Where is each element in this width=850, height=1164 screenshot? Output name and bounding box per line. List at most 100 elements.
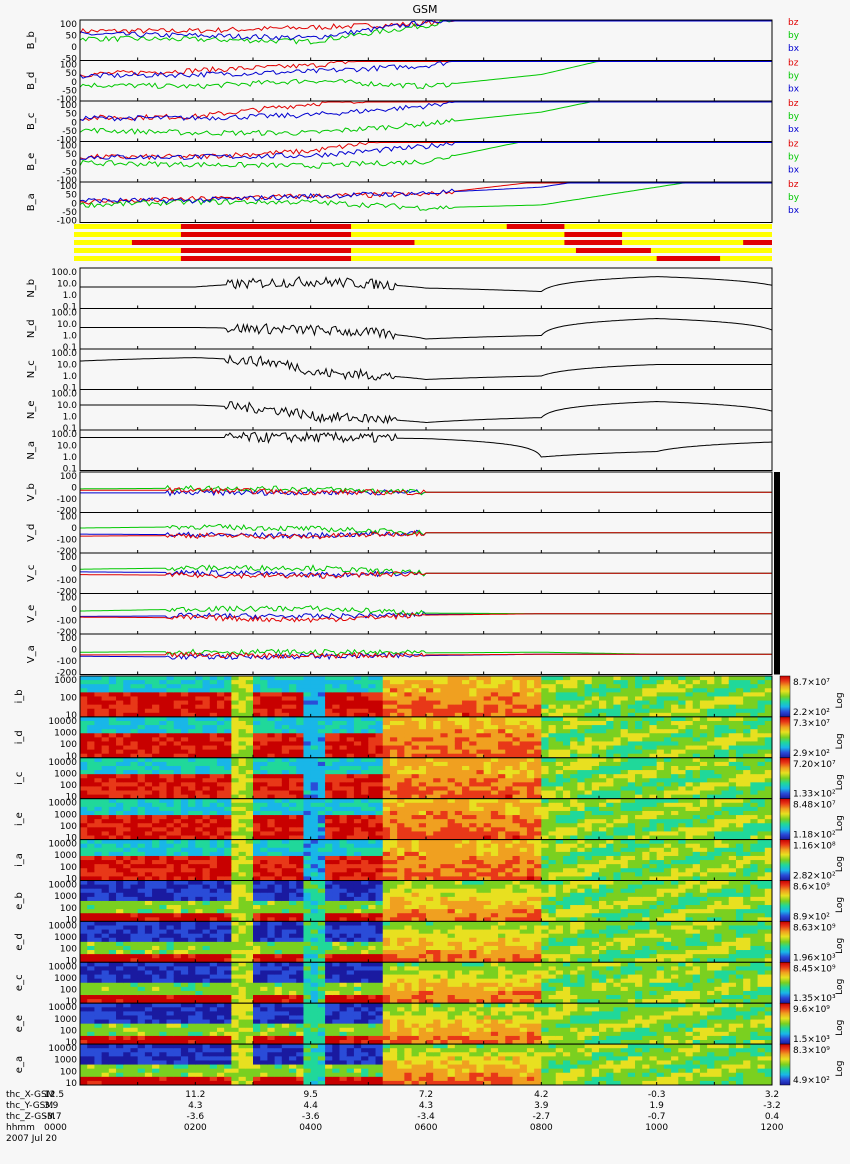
- spectrogram-cell: [116, 864, 124, 869]
- spectrogram-cell: [490, 872, 499, 877]
- spectrogram-cell: [152, 761, 160, 767]
- spectrogram-cell: [699, 810, 708, 816]
- mode-bar-burst: [131, 240, 415, 245]
- spectrogram-cell: [454, 716, 463, 722]
- spectrogram-cell: [606, 720, 614, 726]
- spectrogram-cell: [750, 700, 759, 706]
- spectrogram-cell: [526, 770, 535, 775]
- spectrogram-cell: [332, 831, 340, 837]
- spectrogram-cell: [707, 676, 715, 681]
- spectrogram-cell: [123, 835, 131, 841]
- spectrogram-cell: [303, 765, 312, 771]
- spectrogram-cell: [296, 872, 304, 877]
- spectrogram-cell: [743, 737, 751, 742]
- spectrogram-cell: [743, 794, 751, 800]
- spectrogram-cell: [317, 741, 326, 747]
- spectrogram-cell: [728, 810, 737, 816]
- spectrogram-cell: [642, 712, 650, 718]
- spectrogram-cell: [656, 700, 665, 706]
- spectrogram-cell: [397, 855, 405, 861]
- spectrogram-cell: [80, 872, 88, 877]
- spectrogram-cell: [411, 872, 420, 877]
- spectrogram-cell: [289, 864, 297, 869]
- spectrogram-cell: [764, 720, 773, 726]
- spectrogram-cell: [433, 774, 441, 779]
- spectrogram-cell: [224, 741, 232, 747]
- spectrogram-cell: [555, 786, 564, 792]
- spectrogram-cell: [260, 819, 268, 824]
- spectrogram-cell: [274, 876, 283, 881]
- spectrogram-cell: [721, 798, 730, 804]
- spectrogram-cell: [599, 720, 607, 726]
- spectrogram-cell: [274, 765, 283, 771]
- spectrogram-cell: [627, 680, 636, 685]
- spectrogram-cell: [433, 868, 441, 873]
- spectrogram-cell: [519, 806, 528, 812]
- spectrogram-cell: [353, 835, 362, 841]
- spectrogram-cell: [685, 753, 694, 759]
- spectrogram-cell: [577, 860, 586, 865]
- spectrogram-cell: [188, 712, 196, 718]
- spectrogram-cell: [750, 815, 759, 820]
- spectrogram-cell: [584, 839, 593, 845]
- spectrogram-cell: [685, 684, 694, 689]
- spectrogram-cell: [375, 774, 384, 779]
- spectrogram-cell: [80, 864, 88, 869]
- spectrogram-cell: [238, 782, 247, 787]
- spectrogram-cell: [426, 712, 434, 718]
- spectrogram-cell: [505, 815, 513, 820]
- spectrogram-cell: [224, 729, 232, 734]
- spectro-panel-label: i_d: [14, 730, 25, 744]
- spectrogram-cell: [476, 725, 485, 730]
- spectrogram-cell: [202, 835, 211, 841]
- spectrogram-cell: [137, 843, 146, 849]
- spectrogram-cell: [562, 786, 571, 792]
- spectrogram-cell: [570, 810, 578, 816]
- spectrogram-cell: [180, 864, 189, 869]
- spectrogram-cell: [310, 855, 319, 861]
- spectrogram-cell: [368, 761, 377, 767]
- spectrogram-cell: [656, 745, 665, 751]
- spectrogram-cell: [224, 835, 232, 841]
- spectrogram-cell: [642, 741, 650, 747]
- spectrogram-cell: [490, 827, 499, 832]
- spectrogram-cell: [173, 708, 182, 714]
- spectrogram-cell: [267, 810, 276, 816]
- spectrogram-cell: [447, 827, 456, 832]
- spectrogram-cell: [289, 716, 297, 722]
- spectrogram-cell: [195, 872, 204, 877]
- spectrogram-cell: [728, 765, 737, 771]
- spectrogram-cell: [310, 745, 319, 751]
- spectrogram-cell: [159, 786, 167, 792]
- spectrogram-cell: [123, 786, 131, 792]
- spectrogram-cell: [260, 712, 268, 718]
- spectrogram-cell: [526, 676, 535, 681]
- spectrogram-cell: [310, 839, 319, 845]
- spectrogram-cell: [274, 864, 283, 869]
- spectrogram-cell: [570, 761, 578, 767]
- spectrogram-cell: [433, 712, 441, 718]
- spectrogram-cell: [382, 753, 391, 759]
- spectrogram-cell: [260, 753, 268, 759]
- spectrogram-cell: [613, 810, 622, 816]
- spectrogram-cell: [642, 696, 650, 702]
- spectrogram-cell: [447, 708, 456, 714]
- mode-bar-burst: [180, 232, 352, 237]
- spectrogram-cell: [94, 778, 103, 783]
- spectrogram-cell: [166, 761, 175, 767]
- spectrogram-cell: [635, 827, 643, 832]
- spectrogram-cell: [310, 692, 319, 697]
- spectrogram-cell: [548, 684, 557, 689]
- spectrogram-cell: [152, 815, 160, 820]
- spectrogram-cell: [663, 823, 672, 828]
- spectrogram-cell: [325, 876, 333, 881]
- spectrogram-cell: [649, 704, 658, 710]
- spectrogram-cell: [663, 790, 672, 796]
- spectrogram-cell: [216, 733, 225, 738]
- spectrogram-cell: [152, 741, 160, 747]
- spectrogram-cell: [231, 823, 240, 828]
- spectrogram-cell: [433, 794, 441, 800]
- spectrogram-cell: [743, 729, 751, 734]
- spectrogram-cell: [570, 745, 578, 751]
- spectrogram-cell: [433, 802, 441, 808]
